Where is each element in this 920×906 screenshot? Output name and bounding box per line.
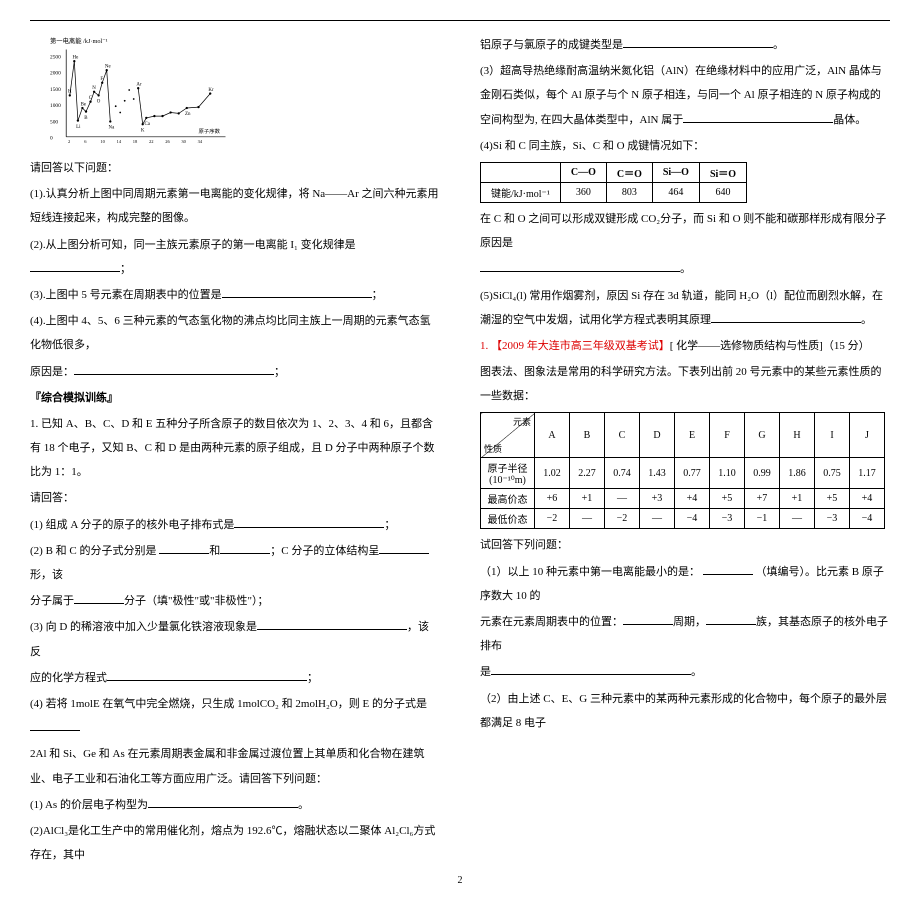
- blank: [234, 516, 384, 528]
- q4b: 原因是：；: [30, 360, 440, 384]
- svg-text:Ca: Ca: [145, 122, 151, 127]
- svg-text:Kr: Kr: [208, 88, 214, 93]
- svg-text:18: 18: [133, 139, 138, 144]
- q3: (3).上图中 5 号元素在周期表中的位置是；: [30, 283, 440, 307]
- p1-3c: 应的化学方程式；: [30, 666, 440, 690]
- svg-text:500: 500: [50, 119, 58, 125]
- p1-3: (3) 向 D 的稀溶液中加入少量氯化铁溶液现象是，该反: [30, 615, 440, 663]
- chart-ylabel: 第一电离能 /kJ·mol⁻¹: [50, 36, 108, 45]
- svg-text:34: 34: [198, 139, 203, 144]
- svg-text:He: He: [73, 56, 80, 61]
- r1: 铝原子与氯原子的成键类型是。: [480, 33, 890, 57]
- svg-text:14: 14: [117, 139, 122, 144]
- svg-text:10: 10: [100, 139, 105, 144]
- blank: [148, 796, 298, 808]
- svg-text:O: O: [97, 100, 101, 105]
- blank: [711, 311, 861, 323]
- svg-text:F: F: [100, 77, 103, 82]
- svg-text:6: 6: [84, 139, 87, 144]
- r3: (4)Si 和 C 同主族，Si、C 和 O 成键情况如下：: [480, 134, 890, 158]
- q2: (2).从上图分析可知，同一主族元素原子的第一电离能 I₁ 变化规律是；: [30, 233, 440, 281]
- r2: (3）超高导热绝缘耐高温纳米氮化铝（AlN）在绝缘材料中的应用广泛，AlN 晶体…: [480, 59, 890, 132]
- ex-2: （2）由上述 C、E、G 三种元素中的某两种元素形成的化合物中，每个原子的最外层…: [480, 687, 890, 735]
- p1-4: (4) 若将 1molE 在氧气中完全燃烧，只生成 1molCO₂ 和 2mol…: [30, 692, 440, 740]
- svg-text:H: H: [68, 90, 72, 95]
- p1-2: (2) B 和 C 的分子式分别是 和；C 分子的立体结构呈形，该: [30, 539, 440, 587]
- p2-2: (2)AlCl₃是化工生产中的常用催化剂，熔点为 192.6℃，熔融状态以二聚体…: [30, 819, 440, 867]
- svg-text:Ar: Ar: [136, 83, 142, 88]
- blank: [623, 613, 673, 625]
- chart-svg: 第一电离能 /kJ·mol⁻¹ 0 500 1000 1500 2000 2500: [50, 36, 230, 144]
- blank: [683, 111, 833, 123]
- p1-2e: 分子属于分子（填"极性"或"非极性"）；: [30, 589, 440, 613]
- svg-text:Na: Na: [109, 126, 116, 131]
- svg-text:1500: 1500: [50, 87, 61, 93]
- svg-text:0: 0: [50, 136, 53, 142]
- p2-1: (1) As 的价层电子构型为。: [30, 793, 440, 817]
- ionization-chart: 第一电离能 /kJ·mol⁻¹ 0 500 1000 1500 2000 2500: [50, 36, 230, 146]
- q4a: (4).上图中 4、5、6 三种元素的气态氢化物的沸点均比同主族上一周期的元素气…: [30, 309, 440, 357]
- diag-cell: 元素 性质: [481, 413, 535, 458]
- r4: 在 C 和 O 之间可以形成双键形成 CO₂分子，而 Si 和 O 则不能和碳那…: [480, 207, 890, 255]
- svg-text:26: 26: [165, 139, 170, 144]
- page: 第一电离能 /kJ·mol⁻¹ 0 500 1000 1500 2000 2500: [30, 20, 890, 869]
- r5: (5)SiCl₄(l) 常用作烟雾剂，原因 Si 存在 3d 轨道，能同 H₂O…: [480, 284, 890, 332]
- svg-text:N: N: [92, 86, 96, 91]
- p2-stem: 2Al 和 Si、Ge 和 As 在元素周期表金属和非金属过渡位置上其单质和化合…: [30, 742, 440, 790]
- blank: [74, 363, 274, 375]
- blank: [491, 663, 691, 675]
- blank: [379, 542, 429, 554]
- svg-text:Zn: Zn: [185, 112, 191, 117]
- blank: [480, 260, 680, 272]
- svg-text:22: 22: [149, 139, 154, 144]
- blank: [220, 542, 270, 554]
- blank: [703, 563, 753, 575]
- p1-q: 请回答：: [30, 486, 440, 510]
- blank: [623, 36, 773, 48]
- svg-text:2: 2: [68, 139, 70, 144]
- svg-text:B: B: [84, 116, 88, 121]
- svg-text:2000: 2000: [50, 71, 61, 77]
- chart-line2: [138, 88, 210, 124]
- blank: [30, 719, 80, 731]
- left-column: 第一电离能 /kJ·mol⁻¹ 0 500 1000 1500 2000 2500: [30, 31, 440, 869]
- svg-text:30: 30: [181, 139, 186, 144]
- blank: [74, 592, 124, 604]
- svg-text:Be: Be: [81, 102, 87, 107]
- element-table: 元素 性质 A B C D E F G H I J 原子半径(10⁻¹⁰m) 1…: [480, 412, 885, 529]
- chart-xlabel: 原子序数: [199, 127, 221, 135]
- p1-stem: 1. 已知 A、B、C、D 和 E 五种分子所含原子的数目依次为 1、2、3、4…: [30, 412, 440, 485]
- chart-line1: [70, 61, 111, 121]
- bond-table: C—O C＝O Si—O Si＝O 键能/kJ·mol⁻¹ 360 803 46…: [480, 162, 747, 203]
- svg-text:Li: Li: [76, 125, 81, 130]
- q1: (1).认真分析上图中同周期元素第一电离能的变化规律，将 Na——Ar 之间六种…: [30, 182, 440, 230]
- blank: [107, 669, 307, 681]
- svg-text:1000: 1000: [50, 103, 61, 109]
- svg-text:Ne: Ne: [105, 65, 112, 70]
- blank: [30, 260, 120, 272]
- ex-q: 试回答下列问题：: [480, 533, 890, 557]
- right-column: 铝原子与氯原子的成键类型是。 (3）超高导热绝缘耐高温纳米氮化铝（AlN）在绝缘…: [480, 31, 890, 869]
- q-intro: 请回答以下问题：: [30, 156, 440, 180]
- blank: [706, 613, 756, 625]
- page-number: 2: [30, 875, 890, 886]
- section-title: 『综合模拟训练』: [30, 386, 440, 410]
- svg-text:2500: 2500: [50, 55, 61, 61]
- ex-1: （1）以上 10 种元素中第一电离能最小的是： （填编号）。比元素 B 原子序数…: [480, 560, 890, 608]
- exam-title: 1. 【2009 年大连市高三年级双基考试】[ 化学——选修物质结构与性质]（1…: [480, 334, 890, 358]
- blank: [257, 618, 407, 630]
- blank: [159, 542, 209, 554]
- svg-text:K: K: [141, 128, 145, 133]
- blank: [222, 286, 372, 298]
- p1-1: (1) 组成 A 分子的原子的核外电子排布式是；: [30, 513, 440, 537]
- exam-p: 图表法、图象法是常用的科学研究方法。下表列出前 20 号元素中的某些元素性质的一…: [480, 360, 890, 408]
